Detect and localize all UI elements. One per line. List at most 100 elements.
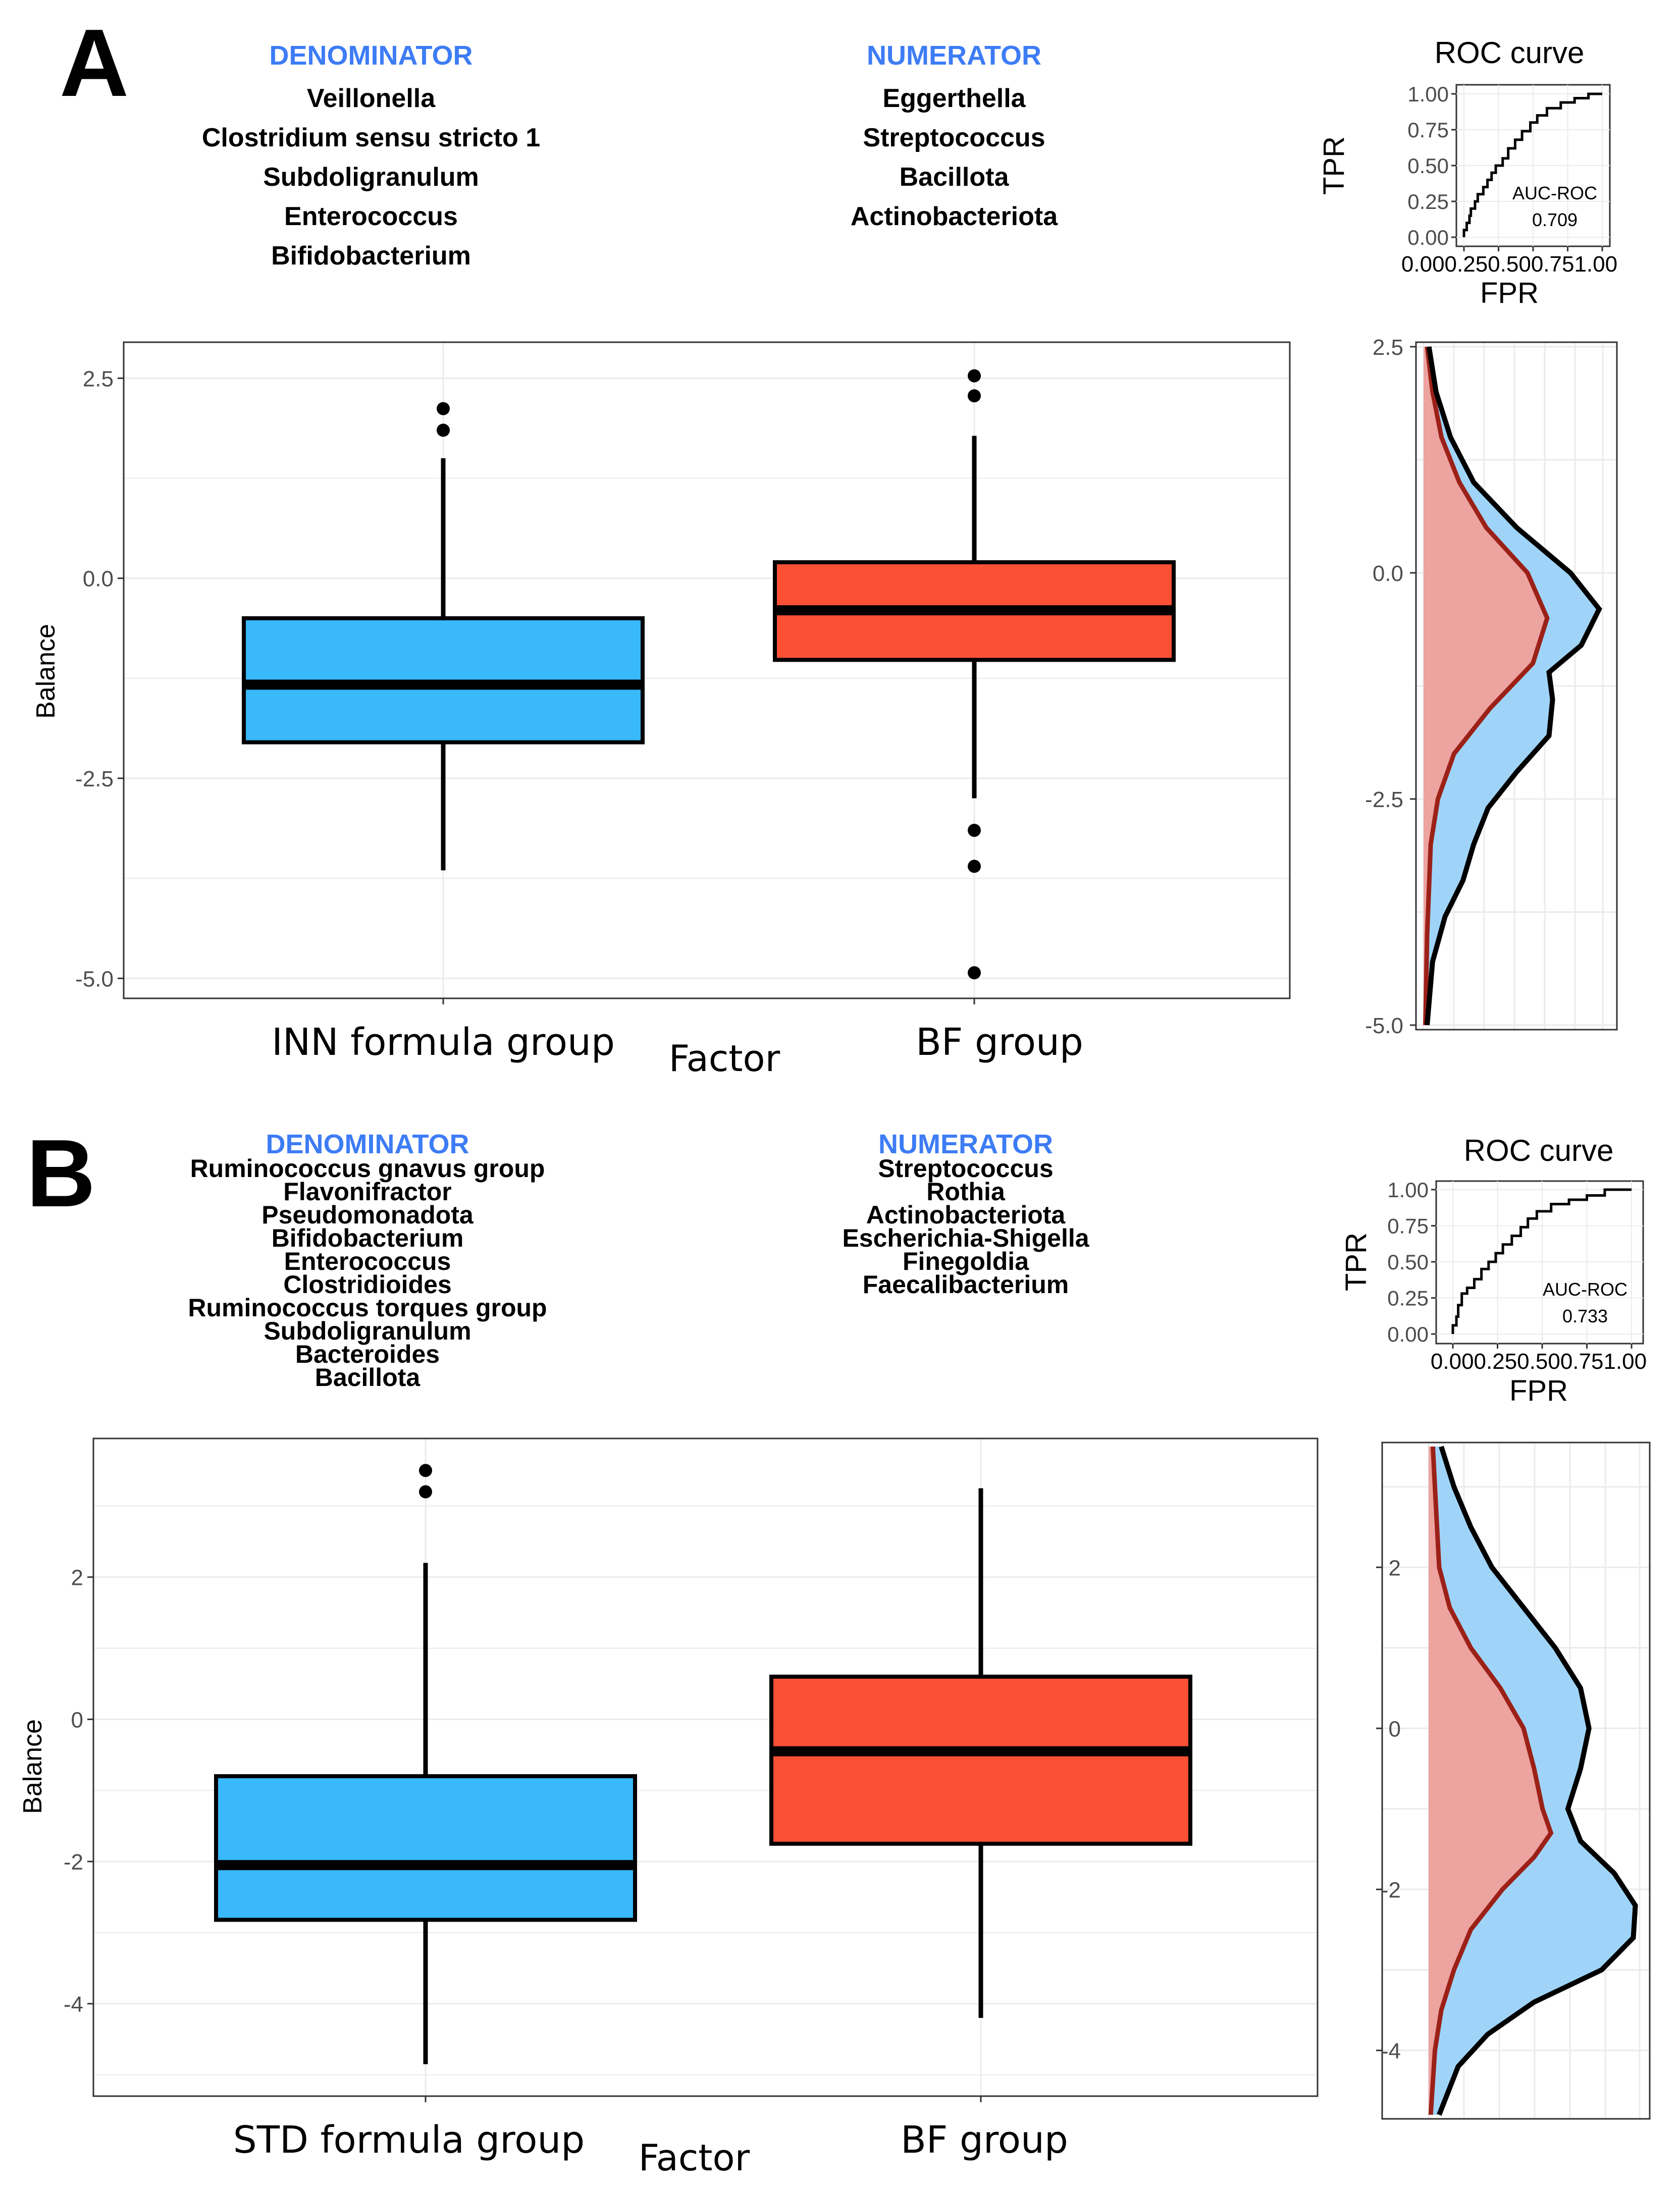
panel-b-roc-ytick-label: 1.00 xyxy=(1387,1178,1429,1202)
panel-b-box xyxy=(769,1674,1192,1846)
panel-b-numerator-taxon: Escherichia-Shigella xyxy=(842,1224,1089,1252)
panel-a-density-formula-line xyxy=(1423,346,1550,1026)
panel-a-roc-ytick-label: 0.25 xyxy=(1407,190,1449,214)
panel-b-density-ytick-label: -2 xyxy=(1381,1878,1401,1902)
panel-b-density-frame xyxy=(1381,1442,1651,2120)
panel-b-denominator-taxon: Ruminococcus torques group xyxy=(188,1294,547,1322)
panel-b-density-bf-line xyxy=(1428,1446,1554,2115)
panel-a-roc-xlabel: FPR xyxy=(1480,277,1539,309)
panel-b-denominator-taxon: Bifidobacterium xyxy=(272,1224,464,1252)
panel-b-denominator-taxon: Clostridioides xyxy=(283,1270,451,1299)
panel-b-density-ytick-label: 2 xyxy=(1389,1556,1401,1580)
panel-a-outlier-point xyxy=(968,824,981,837)
panel-a-boxplot: 2.5 0.0 -2.5 -5.0 INN formula group BF group… xyxy=(31,341,1291,1080)
panel-a-roc-x-tick-labels: 0.000.250.500.751.00 xyxy=(1401,252,1617,277)
panel-b-numerator-taxon: Streptococcus xyxy=(878,1154,1053,1183)
panel-b-denominator-taxon: Enterococcus xyxy=(284,1247,451,1275)
panel-b-numerator-taxon: Rothia xyxy=(926,1178,1006,1206)
panel-a-denominator-taxon: Veillonella xyxy=(307,84,436,113)
panel-b-density-ytick-label: 0 xyxy=(1389,1717,1401,1741)
panel-b-denominator-list: Ruminococcus gnavus groupFlavonifractorP… xyxy=(188,1154,547,1392)
panel-a-outlier-point xyxy=(437,423,450,437)
panel-b-roc: ROC curve 0.000.250.500.751.00 0.000.250… xyxy=(1340,1134,1647,1407)
panel-a-denominator-title: DENOMINATOR xyxy=(270,40,473,71)
panel-b: B DENOMINATOR Ruminococcus gnavus groupF… xyxy=(18,1120,1651,2179)
panel-a-numerator-taxon: Actinobacteriota xyxy=(851,202,1058,231)
panel-b-category-label: STD formula group xyxy=(233,2118,585,2162)
panel-a-outlier-point xyxy=(968,389,981,403)
panel-a-roc-ytick-label: 0.00 xyxy=(1407,226,1449,249)
panel-a-xlabel: Factor xyxy=(669,1037,780,1080)
panel-a-roc-ytick-label: 0.50 xyxy=(1407,154,1449,178)
panel-a-roc-title: ROC curve xyxy=(1435,36,1585,70)
panel-a-density-ytick-label: -5.0 xyxy=(1365,1013,1403,1038)
panel-b-denominator-taxon: Flavonifractor xyxy=(283,1178,451,1206)
panel-a-ytick-label: 2.5 xyxy=(83,366,114,391)
panel-b-denominator-taxon: Bacteroides xyxy=(295,1340,440,1368)
panel-a: A DENOMINATOR Veillonella Clostridium sen… xyxy=(31,10,1618,1080)
panel-b-plot-frame xyxy=(92,1437,1319,2097)
panel-a-roc-curve xyxy=(1462,92,1602,237)
panel-b-denominator-title: DENOMINATOR xyxy=(266,1129,469,1159)
panel-b-denominator-taxon: Ruminococcus gnavus group xyxy=(190,1154,545,1183)
panel-b-roc-title: ROC curve xyxy=(1464,1134,1614,1167)
panel-b-auc-value: 0.733 xyxy=(1562,1306,1608,1326)
panel-b-ytick-label: 2 xyxy=(71,1566,83,1590)
panel-b-numerator-taxon: Faecalibacterium xyxy=(863,1270,1069,1299)
panel-a-outlier-point xyxy=(968,369,981,383)
panel-b-numerator-taxon: Actinobacteriota xyxy=(866,1201,1066,1229)
panel-a-numerator-taxon: Streptococcus xyxy=(863,123,1045,152)
panel-a-numerator-taxon: Bacillota xyxy=(900,163,1010,192)
panel-a-outlier-point xyxy=(437,402,450,415)
panel-b-auc-label: AUC-ROC xyxy=(1543,1279,1628,1300)
panel-b-numerator-taxon: Finegoldia xyxy=(903,1247,1029,1275)
panel-b-denominator-taxon: Bacillota xyxy=(315,1363,421,1392)
panel-b-box xyxy=(214,1774,637,1922)
panel-a-ylabel: Balance xyxy=(31,624,61,719)
panel-a-density: 2.5 0.0 -2.5 -5.0 xyxy=(1365,335,1618,1038)
panel-b-category-label: BF group xyxy=(901,2118,1068,2162)
panel-b-roc-x-tick-labels: 0.000.250.500.751.00 xyxy=(1431,1349,1647,1374)
panel-a-plot-frame xyxy=(123,341,1291,999)
panel-a-denominator-taxon: Clostridium sensu stricto 1 xyxy=(202,123,540,152)
panel-a-roc-ytick-label: 0.75 xyxy=(1407,118,1449,142)
panel-a-denominator-taxon: Enterococcus xyxy=(284,202,458,231)
panel-a-letter: A xyxy=(60,10,129,117)
panel-a-numerator-list: Eggerthella Streptococcus Bacillota Actinob… xyxy=(851,84,1058,231)
panel-a-category-label: INN formula group xyxy=(272,1021,615,1064)
panel-a-denominator-taxon: Bifidobacterium xyxy=(271,241,471,271)
panel-a-roc: ROC curve 0.000.250.500.751.00 0.000.250… xyxy=(1318,36,1617,309)
panel-b-denominator-taxon: Pseudomonadota xyxy=(261,1201,474,1229)
panel-a-density-formula-fill xyxy=(1424,347,1547,1025)
panel-a-denominator-taxon: Subdoligranulum xyxy=(263,163,479,192)
panel-a-ytick-label: 0.0 xyxy=(83,567,114,592)
panel-b-density-ytick-label: -4 xyxy=(1381,2039,1401,2063)
panel-a-auc-label: AUC-ROC xyxy=(1512,183,1597,203)
panel-b-roc-ylabel: TPR xyxy=(1340,1233,1373,1291)
panel-b-xlabel: Factor xyxy=(639,2137,750,2179)
panel-a-denominator-list: Veillonella Clostridium sensu stricto 1 Su… xyxy=(202,84,540,271)
panel-a-density-outline xyxy=(1425,346,1602,1026)
panel-b-ytick-label: -2 xyxy=(64,1850,83,1875)
panel-b-letter: B xyxy=(26,1120,95,1227)
panel-b-density: 2 0 -2 -4 xyxy=(1376,1442,1651,2120)
panel-b-outlier-point xyxy=(419,1485,432,1499)
panel-b-density-bf-fill xyxy=(1429,1447,1551,2115)
panel-b-roc-ytick-label: 0.25 xyxy=(1387,1287,1429,1310)
panel-a-category-label: BF group xyxy=(916,1021,1083,1064)
panel-a-density-ytick-label: 0.0 xyxy=(1373,561,1403,586)
panel-b-numerator-list: StreptococcusRothiaActinobacteriotaEsche… xyxy=(842,1154,1089,1299)
panel-a-density-ytick-label: -2.5 xyxy=(1365,787,1403,812)
panel-b-roc-ytick-label: 0.50 xyxy=(1387,1250,1429,1274)
panel-b-roc-xlabel: FPR xyxy=(1509,1374,1568,1407)
panel-a-roc-ylabel: TPR xyxy=(1318,136,1350,195)
panel-b-roc-ytick-label: 0.75 xyxy=(1387,1214,1429,1238)
panel-a-density-ytick-label: 2.5 xyxy=(1373,335,1403,360)
panel-b-boxplot: 2 0 -2 -4 STD formula group BF group Balance… xyxy=(18,1437,1319,2179)
panel-b-numerator-title: NUMERATOR xyxy=(878,1129,1053,1159)
panel-b-density-outline xyxy=(1437,1446,1638,2116)
panel-b-ytick-label: -4 xyxy=(64,1992,83,2017)
panel-b-roc-ytick-label: 0.00 xyxy=(1387,1322,1429,1346)
panel-a-roc-ytick-label: 1.00 xyxy=(1407,82,1449,106)
